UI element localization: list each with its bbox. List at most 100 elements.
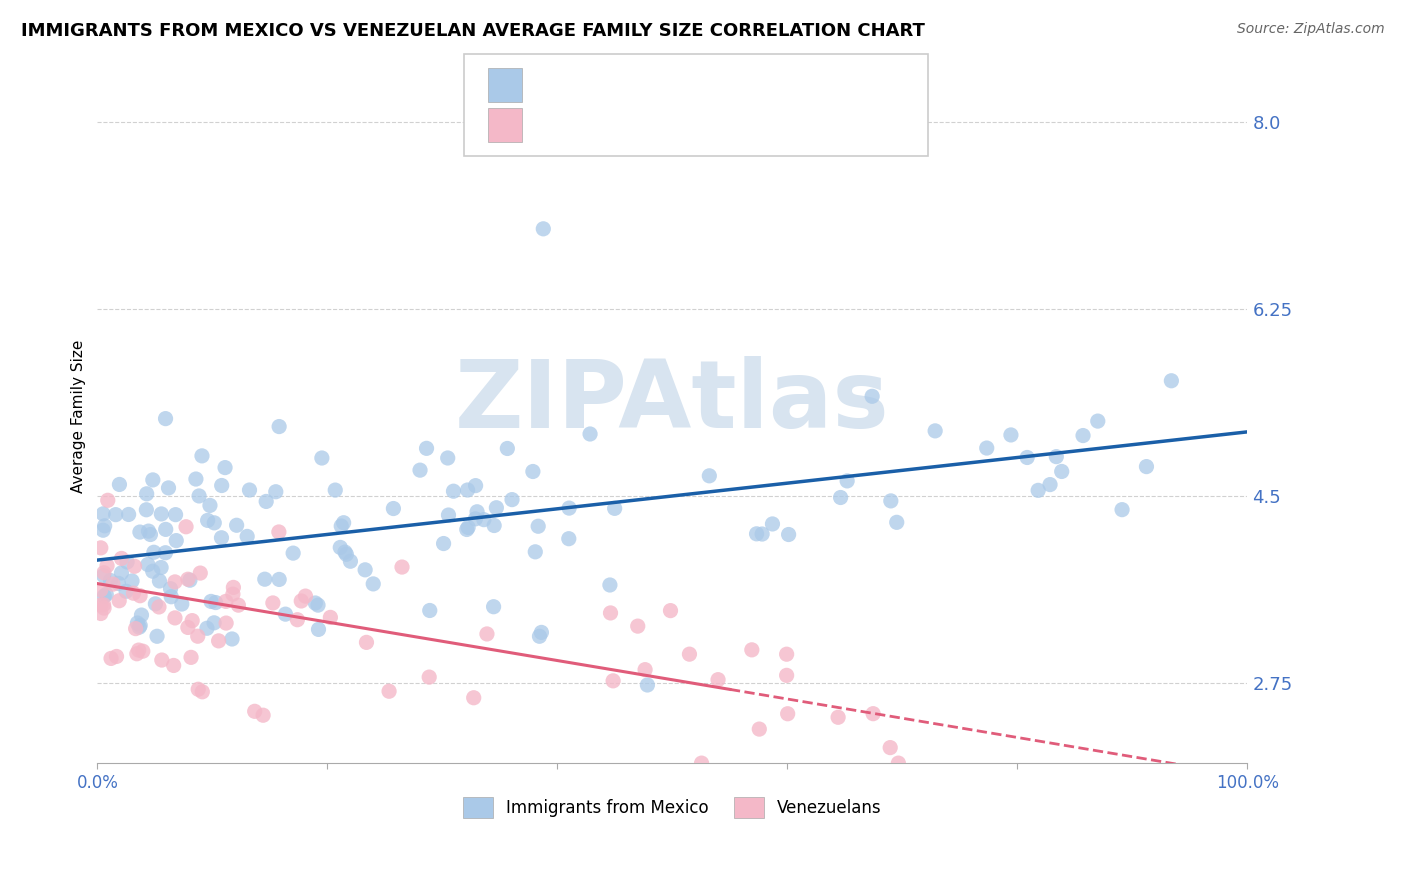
Point [522,465,544,479]
Point [1111,502,1133,516]
Point [191,685,214,699]
Point [860,389,883,403]
Point [202,615,225,630]
Point [177,620,200,634]
Point [165,508,187,522]
Point [745,526,768,541]
Point [339,554,361,568]
Point [1026,483,1049,498]
Point [707,673,730,687]
Point [138,524,160,538]
Point [391,560,413,574]
Point [778,527,800,541]
Point [976,441,998,455]
Point [775,668,797,682]
Point [222,581,245,595]
Point [142,473,165,487]
Point [93,568,115,582]
Point [1071,428,1094,442]
Point [110,551,132,566]
Point [361,577,384,591]
Point [155,411,177,425]
Point [602,673,624,688]
Point [485,500,508,515]
Point [354,563,377,577]
Point [90,598,112,612]
Y-axis label: Average Family Size: Average Family Size [72,339,86,492]
Point [697,468,720,483]
Point [100,651,122,665]
Point [174,520,197,534]
Point [1045,450,1067,464]
Point [165,533,187,548]
Point [530,625,553,640]
Point [157,481,180,495]
Point [924,424,946,438]
Point [678,647,700,661]
Point [456,523,478,537]
Point [238,483,260,497]
Point [269,573,291,587]
Point [382,501,405,516]
Point [482,599,505,614]
Point [188,566,211,580]
Point [254,494,277,508]
Point [91,523,114,537]
Point [188,489,211,503]
Point [603,501,626,516]
Point [274,607,297,622]
Point [579,427,602,442]
Point [135,502,157,516]
Point [90,541,112,555]
Point [177,572,200,586]
Point [659,604,682,618]
Point [131,608,153,623]
Point [465,505,488,519]
Point [135,487,157,501]
Point [191,449,214,463]
Point [110,566,132,580]
Point [627,619,650,633]
Point [529,629,551,643]
Text: ZIPAtlas: ZIPAtlas [456,356,890,448]
Point [155,522,177,536]
Point [121,574,143,588]
Point [215,616,238,631]
Point [198,499,221,513]
Point [125,647,148,661]
Point [827,710,849,724]
Point [100,574,122,588]
Point [751,527,773,541]
Point [415,442,437,456]
Point [253,572,276,586]
Point [202,516,225,530]
Point [1135,459,1157,474]
Point [127,615,149,630]
Point [472,513,495,527]
Point [464,512,486,526]
Point [115,555,138,569]
Point [93,566,115,580]
Point [90,607,112,621]
Point [150,560,173,574]
Point [124,559,146,574]
Point [159,582,181,596]
Text: R =: R = [536,76,567,94]
Point [163,658,186,673]
Point [132,644,155,658]
Point [122,586,145,600]
Point [634,663,657,677]
Point [886,516,908,530]
Point [418,670,440,684]
Point [290,594,312,608]
Point [142,545,165,559]
Point [128,643,150,657]
Point [776,706,799,721]
Text: Source: ZipAtlas.com: Source: ZipAtlas.com [1237,22,1385,37]
Point [475,627,498,641]
Point [225,518,247,533]
Point [96,558,118,573]
Point [139,527,162,541]
Point [335,547,357,561]
Point [463,690,485,705]
